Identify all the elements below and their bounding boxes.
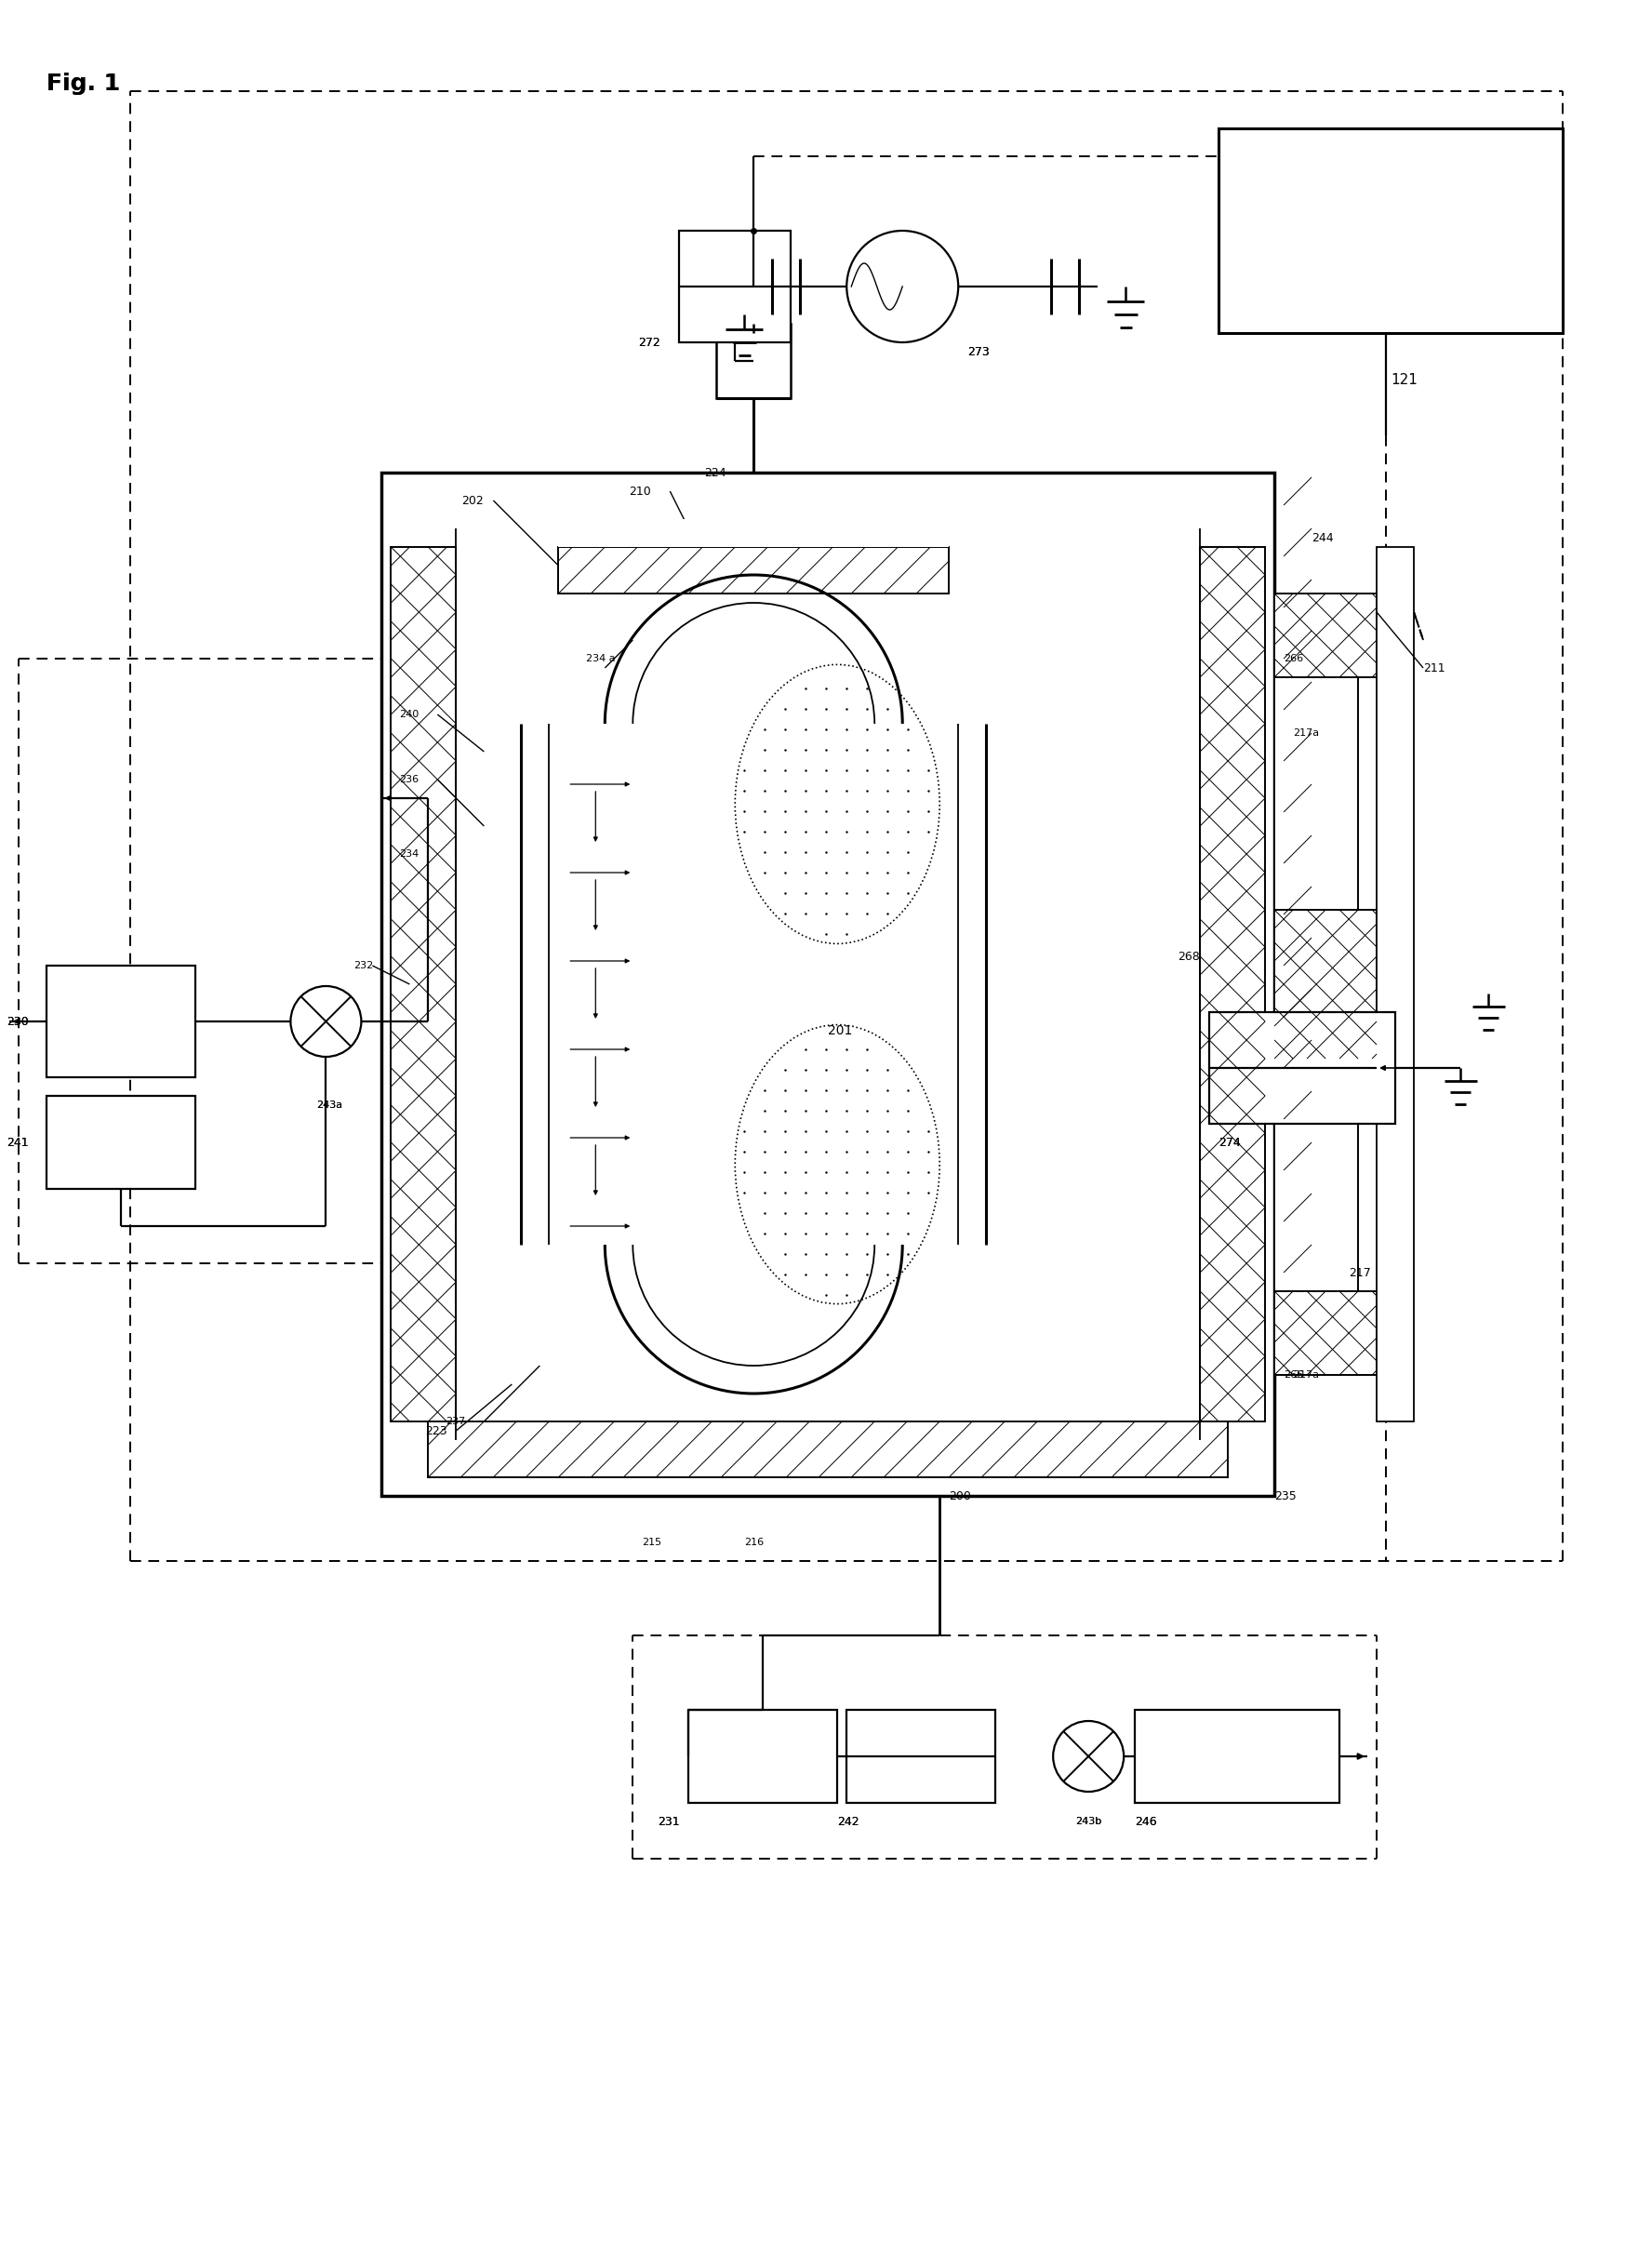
Text: Fig. 1: Fig. 1 xyxy=(48,73,121,95)
Bar xyxy=(680,231,791,342)
Text: 202: 202 xyxy=(462,494,483,506)
Bar xyxy=(716,324,791,399)
Text: 242: 242 xyxy=(837,1814,860,1828)
Bar xyxy=(428,1422,1228,1476)
Text: 237: 237 xyxy=(446,1418,465,1427)
Text: 231: 231 xyxy=(657,1814,680,1828)
Text: 217: 217 xyxy=(1348,1266,1371,1279)
Text: 223: 223 xyxy=(424,1424,447,1438)
Bar xyxy=(1274,1290,1376,1374)
Text: 234 a: 234 a xyxy=(586,653,616,662)
Text: 243b: 243b xyxy=(1075,1817,1102,1826)
Text: 274: 274 xyxy=(1219,1136,1240,1148)
Text: 121: 121 xyxy=(1391,372,1419,386)
Bar xyxy=(688,1710,837,1803)
Text: 274: 274 xyxy=(1219,1136,1240,1148)
Text: 246: 246 xyxy=(1135,1814,1156,1828)
Bar xyxy=(1219,129,1563,333)
Text: Fig. 1: Fig. 1 xyxy=(48,73,121,95)
Text: 273: 273 xyxy=(968,345,989,358)
Bar xyxy=(1274,594,1376,678)
Text: 230: 230 xyxy=(7,1016,28,1027)
Bar xyxy=(1274,909,1376,1059)
Text: 200: 200 xyxy=(948,1490,971,1501)
Text: 241: 241 xyxy=(7,1136,28,1148)
Text: 272: 272 xyxy=(639,336,660,349)
Text: 210: 210 xyxy=(629,485,652,497)
Text: 224: 224 xyxy=(704,467,726,479)
Text: 217a: 217a xyxy=(1292,1370,1319,1379)
Text: 243a: 243a xyxy=(316,1100,342,1109)
Text: 240: 240 xyxy=(400,710,419,719)
Bar xyxy=(391,547,455,1422)
Circle shape xyxy=(847,231,958,342)
Text: 235: 235 xyxy=(1274,1490,1297,1501)
FancyBboxPatch shape xyxy=(554,723,953,1245)
Text: 244: 244 xyxy=(1312,531,1333,544)
Bar xyxy=(1201,547,1265,1422)
Bar xyxy=(48,1095,197,1188)
Text: 236: 236 xyxy=(400,776,419,785)
Bar xyxy=(559,547,948,594)
Text: 232: 232 xyxy=(354,962,373,971)
Text: 243b: 243b xyxy=(1075,1817,1102,1826)
Bar xyxy=(847,1710,996,1803)
Text: 242: 242 xyxy=(837,1814,860,1828)
Text: 272: 272 xyxy=(639,336,660,349)
Text: 266: 266 xyxy=(1284,653,1304,662)
Bar xyxy=(382,472,1274,1497)
Text: 231: 231 xyxy=(657,1814,680,1828)
Bar xyxy=(48,966,197,1077)
Text: 243a: 243a xyxy=(316,1100,342,1109)
Text: 241: 241 xyxy=(7,1136,28,1148)
Bar xyxy=(1209,1012,1396,1123)
Bar xyxy=(1376,547,1414,1422)
Circle shape xyxy=(290,987,362,1057)
Text: 216: 216 xyxy=(744,1538,763,1547)
Text: 246: 246 xyxy=(1135,1814,1156,1828)
Bar xyxy=(1135,1710,1340,1803)
Text: 230: 230 xyxy=(7,1016,28,1027)
Text: 201: 201 xyxy=(829,1025,853,1036)
Text: 268: 268 xyxy=(1178,950,1201,962)
Text: 234: 234 xyxy=(400,848,419,860)
Bar xyxy=(1274,678,1358,1290)
Bar xyxy=(559,519,948,547)
Text: 266: 266 xyxy=(1284,1370,1304,1379)
Circle shape xyxy=(1053,1721,1124,1792)
Text: 211: 211 xyxy=(1423,662,1445,674)
Text: 217a: 217a xyxy=(1292,728,1319,737)
Text: 273: 273 xyxy=(968,345,989,358)
Text: 215: 215 xyxy=(642,1538,662,1547)
